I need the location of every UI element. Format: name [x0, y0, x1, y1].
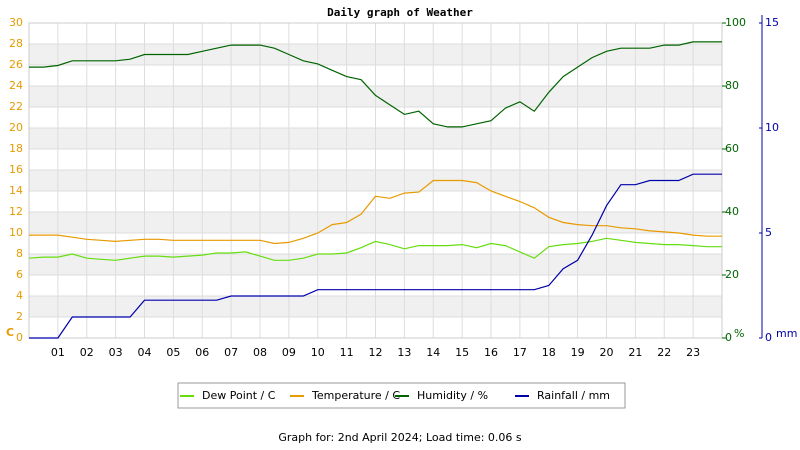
x-tick-label: 16 — [484, 346, 498, 359]
y3-tick-label: 15 — [765, 16, 779, 29]
y3-tick-label: 5 — [765, 226, 772, 239]
series-line — [29, 179, 722, 245]
x-tick-label: 05 — [166, 346, 180, 359]
y-tick-label: 26 — [9, 58, 23, 71]
x-tick-label: 21 — [628, 346, 642, 359]
y-tick-label: 2 — [16, 310, 23, 323]
x-tick-label: 18 — [542, 346, 556, 359]
x-tick-label: 08 — [253, 346, 267, 359]
y-tick-label: 10 — [9, 226, 23, 239]
y2-tick-label: 20 — [725, 268, 739, 281]
x-tick-label: 02 — [80, 346, 94, 359]
x-tick-label: 19 — [571, 346, 585, 359]
y-axis-label: C — [6, 326, 14, 339]
x-tick-label: 15 — [455, 346, 469, 359]
series-line — [29, 173, 722, 339]
x-tick-label: 13 — [397, 346, 411, 359]
y2-tick-label: 0 — [725, 331, 732, 344]
series-line — [29, 41, 722, 128]
x-tick-label: 10 — [311, 346, 325, 359]
y2-tick-label: 60 — [725, 142, 739, 155]
y-tick-label: 22 — [9, 100, 23, 113]
legend-label: Rainfall / mm — [537, 389, 610, 402]
footer: Graph for: 2nd April 2024; Load time: 0.… — [278, 431, 522, 444]
x-tick-label: 23 — [686, 346, 700, 359]
y-tick-label: 4 — [16, 289, 23, 302]
x-tick-label: 09 — [282, 346, 296, 359]
plot-border — [28, 22, 723, 339]
y-tick-label: 28 — [9, 37, 23, 50]
y-tick-label: 16 — [9, 163, 23, 176]
x-tick-label: 06 — [195, 346, 209, 359]
x-tick-label: 04 — [138, 346, 152, 359]
chart-title: Daily graph of Weather — [327, 6, 473, 19]
y-tick-label: 14 — [9, 184, 23, 197]
x-tick-label: 11 — [340, 346, 354, 359]
y-tick-label: 8 — [16, 247, 23, 260]
x-tick-label: 20 — [600, 346, 614, 359]
y-tick-label: 30 — [9, 16, 23, 29]
series-line — [28, 237, 722, 261]
y3-tick-label: 0 — [765, 331, 772, 344]
x-tick-label: 03 — [109, 346, 123, 359]
y2-tick-label: 100 — [725, 16, 746, 29]
y-tick-label: 18 — [9, 142, 23, 155]
y3-axis-label: mm — [776, 327, 797, 340]
x-tick-label: 01 — [51, 346, 65, 359]
y2-axis-label: % — [734, 327, 744, 340]
y-tick-label: 24 — [9, 79, 23, 92]
y-tick-label: 0 — [16, 331, 23, 344]
y-tick-label: 20 — [9, 121, 23, 134]
legend-label: Temperature / C — [311, 389, 400, 402]
y-tick-label: 6 — [16, 268, 23, 281]
x-tick-label: 07 — [224, 346, 238, 359]
y2-tick-label: 40 — [725, 205, 739, 218]
y3-tick-label: 10 — [765, 121, 779, 134]
y2-tick-label: 80 — [725, 79, 739, 92]
x-tick-label: 14 — [426, 346, 440, 359]
y-tick-label: 12 — [9, 205, 23, 218]
x-tick-label: 17 — [513, 346, 527, 359]
x-tick-label: 22 — [657, 346, 671, 359]
legend: Dew Point / C Temperature / C Humidity / %… — [177, 382, 626, 409]
legend-label: Humidity / % — [417, 389, 488, 402]
x-tick-label: 12 — [369, 346, 383, 359]
legend-label: Dew Point / C — [202, 389, 276, 402]
